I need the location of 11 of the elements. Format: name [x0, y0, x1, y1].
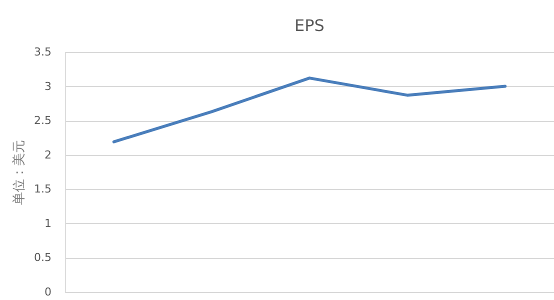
y-tick-label: 3 — [44, 80, 52, 93]
y-axis-title: 单位：美元 — [11, 140, 28, 205]
y-tick-label: 0.5 — [34, 251, 52, 264]
chart-title: EPS — [294, 16, 324, 35]
y-tick-label: 0 — [44, 286, 52, 298]
y-tick-label: 1.5 — [34, 182, 52, 196]
y-tick-label: 2 — [44, 148, 52, 162]
y-tick-label: 3.5 — [34, 46, 52, 58]
y-tick-label: 1 — [44, 216, 52, 230]
line-series — [112, 76, 507, 144]
y-tick-label: 2.5 — [34, 114, 52, 128]
